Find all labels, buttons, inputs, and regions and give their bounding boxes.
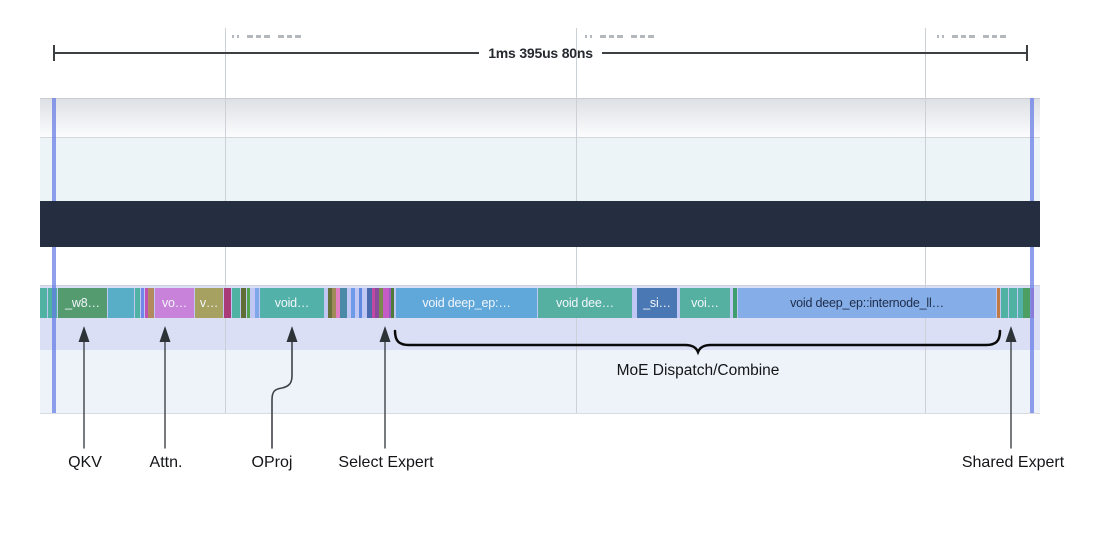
kernel-slice[interactable] (1009, 288, 1017, 318)
kernel-slice[interactable]: _w8… (58, 288, 107, 318)
tick-dash (232, 35, 234, 38)
tick-dash (590, 35, 592, 38)
track-row-bottom (40, 350, 1040, 414)
kernel-slice[interactable] (389, 288, 391, 318)
tick-dash (256, 35, 261, 38)
ruler-line-right (601, 52, 1027, 54)
tick-dash (247, 35, 253, 38)
track-row-upper (40, 137, 1040, 202)
kernel-slice[interactable] (232, 288, 240, 318)
collapsed-track-band[interactable] (40, 201, 1040, 247)
kernel-slice[interactable]: vo… (155, 288, 194, 318)
kernel-slice[interactable] (255, 288, 259, 318)
tick-dash (264, 35, 270, 38)
kernel-slice[interactable] (340, 288, 347, 318)
annotation-label: Attn. (149, 454, 183, 471)
tick-dash (631, 35, 637, 38)
track-row-top (40, 98, 1040, 138)
kernel-slice[interactable] (375, 288, 379, 318)
kernel-slice[interactable] (241, 288, 246, 318)
tick-dash (295, 35, 301, 38)
annotation-label: OProj (251, 454, 293, 471)
kernel-slice[interactable] (40, 288, 47, 318)
tick-dash (961, 35, 966, 38)
kernel-slice[interactable] (148, 288, 154, 318)
annotation-label: Select Expert (338, 454, 434, 471)
tick-dash (585, 35, 587, 38)
tick-dash (278, 35, 284, 38)
kernel-slice[interactable]: v… (195, 288, 223, 318)
kernel-slice[interactable] (372, 288, 375, 318)
tick-dash (937, 35, 939, 38)
tick-dash (942, 35, 944, 38)
timeline-cursor-line (1030, 98, 1034, 413)
track-row-middle (40, 247, 1040, 286)
kernel-slice[interactable]: void… (260, 288, 324, 318)
kernel-slice[interactable]: void deep_ep:… (396, 288, 537, 318)
measurement-duration-label: 1ms 395us 80ns (488, 45, 593, 61)
time-measurement-ruler: 1ms 395us 80ns (53, 44, 1029, 62)
tick-dash (648, 35, 654, 38)
kernel-slice[interactable] (108, 288, 134, 318)
kernel-slice[interactable] (1023, 288, 1030, 318)
tick-dash (600, 35, 606, 38)
ruler-line-left (55, 52, 480, 54)
annotation-label: Shared Expert (961, 454, 1065, 471)
tick-dash (287, 35, 292, 38)
kernel-slice[interactable] (328, 288, 332, 318)
annotation-label: QKV (68, 454, 102, 471)
tick-dash (952, 35, 958, 38)
kernel-slice[interactable] (997, 288, 1000, 318)
tick-dash (1000, 35, 1006, 38)
ruler-left-tick (53, 45, 55, 61)
kernel-slice[interactable] (367, 288, 372, 318)
kernel-slice[interactable] (351, 288, 355, 318)
tick-dash (640, 35, 645, 38)
annotation-label-moe: MoE Dispatch/Combine (616, 362, 780, 379)
kernel-slice[interactable] (1018, 288, 1023, 318)
kernel-slice[interactable] (224, 288, 231, 318)
clipped-timestamp-label (232, 35, 304, 38)
kernel-slice[interactable] (359, 288, 362, 318)
kernel-slice[interactable] (145, 288, 148, 318)
kernel-slice[interactable] (733, 288, 737, 318)
kernel-slice[interactable] (383, 288, 389, 318)
kernel-slice[interactable]: void dee… (538, 288, 632, 318)
kernel-slice[interactable] (1001, 288, 1008, 318)
tick-dash (992, 35, 997, 38)
kernel-slice[interactable]: voi… (680, 288, 730, 318)
clipped-timestamp-label (585, 35, 657, 38)
kernel-slice[interactable]: void deep_ep::internode_ll… (738, 288, 996, 318)
clipped-timestamp-label (937, 35, 1009, 38)
kernel-slice[interactable] (332, 288, 336, 318)
tick-dash (983, 35, 989, 38)
kernel-slice[interactable] (391, 288, 394, 318)
kernel-slice[interactable] (135, 288, 140, 318)
kernel-slice[interactable] (141, 288, 144, 318)
tick-dash (237, 35, 239, 38)
timeline-cursor-line (52, 98, 56, 413)
tick-dash (617, 35, 623, 38)
tick-dash (609, 35, 614, 38)
tick-dash (969, 35, 975, 38)
kernel-slice[interactable] (379, 288, 383, 318)
kernel-slice[interactable] (336, 288, 340, 318)
kernel-slice[interactable]: _si… (637, 288, 677, 318)
ruler-right-tick (1026, 45, 1029, 61)
kernel-slice[interactable] (247, 288, 250, 318)
